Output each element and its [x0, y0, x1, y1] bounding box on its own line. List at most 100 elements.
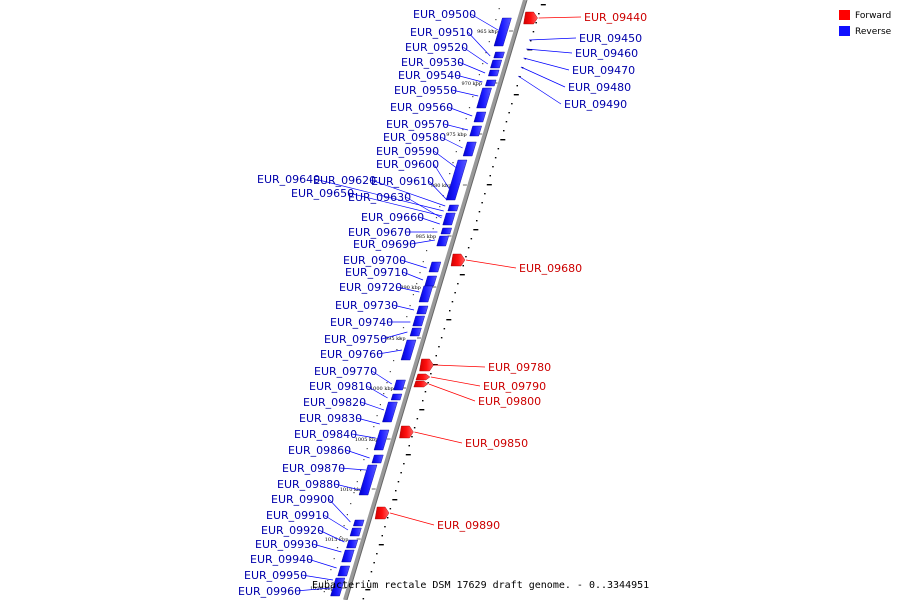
reverse-gene-label[interactable]: EUR_09840 — [294, 428, 357, 441]
reverse-gene-label[interactable]: EUR_09610 — [371, 175, 434, 188]
forward-gene-label[interactable]: EUR_09790 — [483, 380, 546, 393]
track-dot — [488, 41, 490, 43]
reverse-gene-label[interactable]: EUR_09910 — [266, 509, 329, 522]
leader-line — [458, 61, 486, 74]
track-dot — [475, 85, 477, 87]
reverse-gene-label[interactable]: EUR_09730 — [335, 299, 398, 312]
legend-label-forward: Forward — [855, 11, 891, 21]
leader-line — [328, 498, 351, 523]
leader-line — [351, 433, 376, 439]
leader-line — [334, 483, 361, 491]
leader-line — [428, 180, 448, 201]
reverse-gene-label[interactable]: EUR_09960 — [238, 585, 301, 598]
track-dot — [386, 517, 389, 519]
reverse-gene-label[interactable]: EUR_09550 — [394, 84, 457, 97]
reverse-gene-label[interactable]: EUR_09510 — [410, 26, 473, 39]
track-dot — [497, 148, 500, 150]
reverse-gene-label[interactable]: EUR_09770 — [314, 365, 377, 378]
reverse-gene-label[interactable]: EUR_09870 — [282, 462, 345, 475]
reverse-gene-label[interactable]: EUR_09490 — [564, 98, 627, 111]
forward-gene-label[interactable]: EUR_09850 — [465, 437, 528, 450]
forward-gene-label[interactable]: EUR_09890 — [437, 519, 500, 532]
legend-swatch-reverse — [839, 26, 850, 36]
track-dot — [485, 52, 487, 54]
track-dot — [346, 514, 348, 516]
reverse-gene-label[interactable]: EUR_09520 — [405, 41, 468, 54]
reverse-gene-label[interactable]: EUR_09650 — [291, 187, 354, 200]
reverse-gene-label[interactable]: EUR_09860 — [288, 444, 351, 457]
leader-line — [520, 66, 566, 88]
reverse-gene-block — [358, 464, 378, 496]
forward-gene-label[interactable]: EUR_09800 — [478, 395, 541, 408]
reverse-gene-label[interactable]: EUR_09700 — [343, 254, 406, 267]
reverse-gene-block — [488, 69, 500, 77]
reverse-gene-label[interactable]: EUR_09760 — [320, 348, 383, 361]
reverse-gene-label[interactable]: EUR_09560 — [390, 101, 453, 114]
forward-gene-label[interactable]: EUR_09680 — [519, 262, 582, 275]
forward-features — [374, 11, 538, 520]
reverse-gene-block — [409, 327, 422, 337]
reverse-gene-label[interactable]: EUR_09810 — [309, 380, 372, 393]
leader-line — [433, 163, 451, 191]
reverse-gene-label[interactable]: EUR_09660 — [361, 211, 424, 224]
leader-line — [405, 196, 442, 219]
reverse-gene-label[interactable]: EUR_09470 — [572, 64, 635, 77]
reverse-gene-label[interactable]: EUR_09570 — [386, 118, 449, 131]
reverse-gene-label[interactable]: EUR_09600 — [376, 158, 439, 171]
reverse-gene-label[interactable]: EUR_09920 — [261, 524, 324, 537]
reverse-gene-label[interactable]: EUR_09540 — [398, 69, 461, 82]
reverse-gene-label[interactable]: EUR_09620 — [313, 174, 376, 187]
reverse-gene-label[interactable]: EUR_09880 — [277, 478, 340, 491]
track-dot — [468, 107, 471, 109]
leader-line — [418, 216, 440, 225]
reverse-gene-label[interactable]: EUR_09930 — [255, 538, 318, 551]
reverse-gene-label[interactable]: EUR_09580 — [383, 131, 446, 144]
reverse-gene-label[interactable]: EUR_09530 — [401, 56, 464, 69]
forward-gene-label[interactable]: EUR_09440 — [584, 11, 647, 24]
forward-gene-block — [523, 11, 538, 25]
track-dot — [472, 96, 474, 98]
leader-line — [414, 431, 463, 444]
reverse-gene-label[interactable]: EUR_09500 — [413, 8, 476, 21]
reverse-gene-label[interactable]: EUR_09690 — [353, 238, 416, 251]
leader-line — [528, 37, 577, 41]
reverse-gene-label[interactable]: EUR_09710 — [345, 266, 408, 279]
reverse-gene-label[interactable]: EUR_09450 — [579, 32, 642, 45]
reverse-gene-block — [382, 401, 398, 423]
scale-tick-label: 1000 kbp — [370, 386, 394, 392]
reverse-gene-label[interactable]: EUR_09670 — [348, 226, 411, 239]
track-dot — [489, 175, 491, 177]
track-dot — [519, 76, 521, 78]
track-dot — [422, 261, 424, 263]
track-dot — [424, 391, 427, 393]
reverse-gene-label[interactable]: EUR_09750 — [324, 333, 387, 346]
scale-tick-label: 1015 kbp — [325, 537, 349, 543]
reverse-gene-label[interactable]: EUR_09640 — [257, 173, 320, 186]
reverse-gene-label[interactable]: EUR_09950 — [244, 569, 307, 582]
reverse-gene-label[interactable]: EUR_09820 — [303, 396, 366, 409]
reverse-gene-label[interactable]: EUR_09590 — [376, 145, 439, 158]
leader-line — [410, 239, 436, 245]
reverse-gene-block — [373, 429, 390, 451]
track-dot — [435, 217, 438, 219]
leader-line — [400, 259, 427, 269]
reverse-gene-label[interactable]: EUR_09460 — [575, 47, 638, 60]
reverse-gene-label[interactable]: EUR_09900 — [271, 493, 334, 506]
forward-gene-label[interactable]: EUR_09780 — [488, 361, 551, 374]
reverse-gene-label[interactable]: EUR_09720 — [339, 281, 402, 294]
reverse-gene-label[interactable]: EUR_09740 — [330, 316, 393, 329]
track-dot — [495, 19, 497, 21]
reverse-gene-label[interactable]: EUR_09480 — [568, 81, 631, 94]
track-dot — [405, 454, 411, 456]
leader-line — [451, 89, 479, 97]
track-dot — [508, 112, 510, 114]
reverse-gene-label[interactable]: EUR_09940 — [250, 553, 313, 566]
track-dot — [373, 426, 375, 428]
reverse-gene-label[interactable]: EUR_09830 — [299, 412, 362, 425]
reverse-gene-label[interactable]: EUR_09630 — [348, 191, 411, 204]
track-dot — [449, 173, 451, 175]
reverse-gene-block — [445, 159, 468, 201]
reverse-gene-block — [346, 539, 359, 549]
track-dot — [446, 319, 452, 321]
